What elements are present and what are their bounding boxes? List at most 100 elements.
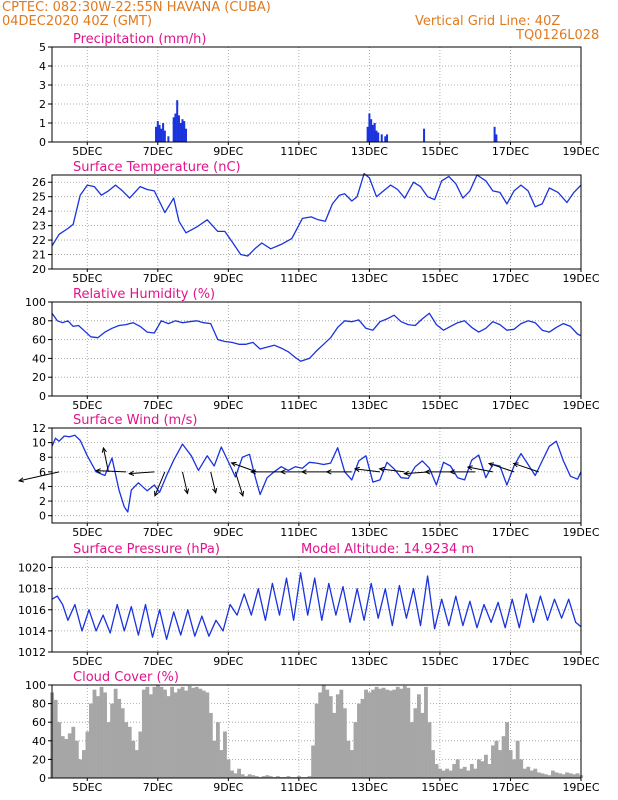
- precip-bar: [156, 121, 159, 142]
- y-tick-label: 40: [32, 352, 46, 365]
- series-line-2: [51, 312, 582, 362]
- cloud-bar: [371, 689, 375, 778]
- y-tick-label: 1012: [18, 646, 46, 659]
- cloud-bar: [469, 764, 474, 778]
- cloud-bar: [325, 689, 330, 778]
- cloud-bar: [501, 736, 506, 778]
- cloud-bar: [526, 766, 531, 778]
- cloud-bar: [240, 774, 245, 778]
- cloud-bar: [106, 722, 111, 778]
- x-tick-label: 19DEC: [562, 272, 599, 285]
- cloud-bar: [462, 766, 467, 778]
- cloud-bar: [438, 768, 442, 778]
- cloud-bar: [519, 759, 524, 778]
- cloud-bar: [314, 703, 319, 778]
- y-tick-label: 80: [32, 698, 46, 711]
- wind-arrow-head: [94, 468, 101, 474]
- x-tick-label: 19DEC: [562, 781, 599, 794]
- panel-frame: [51, 556, 582, 653]
- cloud-bar: [74, 740, 79, 778]
- wind-arrow-head: [466, 465, 473, 471]
- wind-arrow: [379, 468, 405, 473]
- precip-bar: [371, 124, 374, 142]
- x-tick-label: 11DEC: [280, 655, 317, 668]
- wind-arrow-head: [230, 461, 237, 467]
- cloud-bar: [311, 745, 316, 778]
- x-tick-label: 11DEC: [280, 781, 317, 794]
- cloud-bar: [286, 776, 291, 778]
- precip-bar: [373, 123, 376, 142]
- cloud-bar: [529, 770, 534, 778]
- y-tick-label: 100: [25, 679, 46, 692]
- cloud-bar: [67, 733, 72, 778]
- cloud-bar: [159, 686, 164, 778]
- x-tick-label: 13DEC: [351, 145, 388, 158]
- wind-arrow: [210, 471, 217, 493]
- cloud-bar: [561, 774, 566, 778]
- x-tick-label: 9DEC: [213, 655, 243, 668]
- cloud-bar: [353, 722, 358, 778]
- cloud-bar: [85, 731, 90, 778]
- cloud-bar: [328, 696, 333, 778]
- cloud-bar: [60, 736, 65, 778]
- cloud-bar: [110, 703, 115, 778]
- cloud-bar: [364, 689, 368, 778]
- cloud-bar: [568, 773, 573, 778]
- wind-arrow: [234, 471, 244, 496]
- cloud-bar: [434, 764, 439, 778]
- wind-arrow-head: [487, 462, 495, 468]
- x-tick-label: 19DEC: [562, 145, 599, 158]
- y-tick-label: 0: [39, 510, 46, 523]
- y-tick-label: 1016: [18, 604, 46, 617]
- cloud-bar: [508, 750, 513, 778]
- cloud-bar: [163, 689, 167, 778]
- cloud-bar: [194, 686, 199, 778]
- cloud-bar: [141, 689, 146, 778]
- cloud-bar: [103, 692, 107, 778]
- panel-3: 0 2 46 810 12 5DEC 7DEC 9DEC 11DEC 13DEC 15DEC 17DE…: [17, 413, 600, 539]
- precip-bar: [185, 128, 188, 142]
- cloud-bar: [487, 764, 492, 778]
- model-code: TQ0126L028: [516, 28, 600, 43]
- wind-arrow: [488, 462, 515, 473]
- cloud-bar: [223, 731, 227, 778]
- x-tick-label: 13DEC: [351, 272, 388, 285]
- panel-4: 1012 1014 1016 1018 1020 5DEC 7DEC 9DEC 11DEC 13D…: [18, 542, 600, 668]
- cloud-bar: [360, 698, 365, 778]
- y-tick-label: 3: [39, 79, 46, 92]
- cloud-bar: [187, 685, 192, 778]
- wind-arrow: [129, 471, 155, 475]
- cloud-bar: [540, 773, 545, 778]
- precip-bar: [368, 113, 371, 142]
- precip-bar: [380, 134, 383, 142]
- cloud-bar: [166, 696, 171, 778]
- y-tick-label: 1020: [18, 562, 46, 575]
- x-tick-label: 5DEC: [72, 399, 102, 412]
- x-tick-label: 15DEC: [421, 145, 458, 158]
- cloud-bar: [233, 773, 238, 778]
- cloud-bar: [230, 770, 234, 778]
- precip-bar: [177, 115, 180, 142]
- panel-frame: [51, 174, 582, 270]
- cloud-bar: [177, 688, 182, 778]
- x-tick-label: 7DEC: [143, 655, 173, 668]
- wind-arrow-head: [250, 469, 256, 475]
- cloud-bar: [459, 768, 464, 778]
- y-tick-label: 22: [32, 234, 46, 247]
- x-tick-label: 17DEC: [492, 781, 529, 794]
- cloud-bar: [198, 688, 203, 778]
- y-tick-label: 12: [32, 422, 46, 435]
- cloud-bar: [558, 773, 562, 778]
- cloud-bar: [409, 722, 414, 778]
- series-line-4: [51, 572, 582, 640]
- x-tick-label: 9DEC: [213, 399, 243, 412]
- cloud-bar: [297, 776, 301, 778]
- cloud-bar: [357, 703, 361, 778]
- y-tick-label: 40: [32, 735, 46, 748]
- wind-arrow-head: [424, 469, 431, 475]
- x-tick-label: 19DEC: [562, 526, 599, 539]
- x-tick-label: 5DEC: [72, 145, 102, 158]
- y-tick-label: 2: [39, 495, 46, 508]
- cloud-bar: [374, 686, 379, 778]
